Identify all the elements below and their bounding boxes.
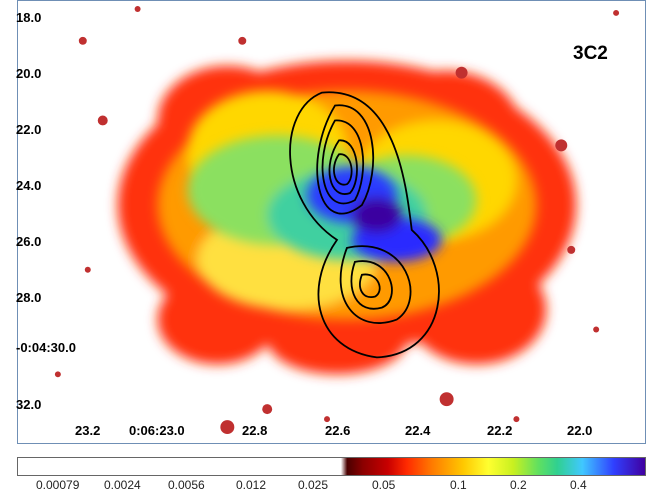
x-tick-label: 22.6 [325,423,351,438]
y-tick-label: 26.0 [16,234,42,249]
colorbar-tick-label: 0.025 [298,478,329,492]
colorbar-tick-label: 0.00079 [36,478,80,492]
xray-image-panel: 3C2 [17,0,646,444]
y-tick-label: 22.0 [16,122,42,137]
x-tick-label: 23.2 [75,423,101,438]
y-tick-label: 20.0 [16,66,42,81]
y-tick-label: 18.0 [16,10,42,25]
point-sources [54,5,620,435]
x-tick-label: 22.0 [567,423,593,438]
xray-map [54,5,620,435]
x-tick-label: 0:06:23.0 [129,423,185,438]
x-tick-label: 22.4 [405,423,431,438]
colorbar-ticks: 0.00079 0.0024 0.0056 0.012 0.025 0.05 0… [0,478,657,498]
colorbar-tick-label: 0.0024 [104,478,141,492]
colorbar-tick-label: 0.012 [236,478,267,492]
y-tick-label: 32.0 [16,397,42,412]
y-tick-label: 28.0 [16,290,42,305]
colorbar-tick-label: 0.4 [570,478,587,492]
x-tick-label: 22.2 [487,423,513,438]
colorbar-tick-label: 0.0056 [168,478,205,492]
colorbar-tick-label: 0.2 [510,478,527,492]
y-tick-label: -0:04:30.0 [16,340,76,355]
colorbar [17,457,646,476]
y-tick-label: 24.0 [16,178,42,193]
colorbar-tick-label: 0.1 [450,478,467,492]
radio-contours [289,91,440,359]
colorbar-tick-label: 0.05 [372,478,396,492]
source-label: 3C2 [573,43,608,64]
x-tick-label: 22.8 [242,423,268,438]
